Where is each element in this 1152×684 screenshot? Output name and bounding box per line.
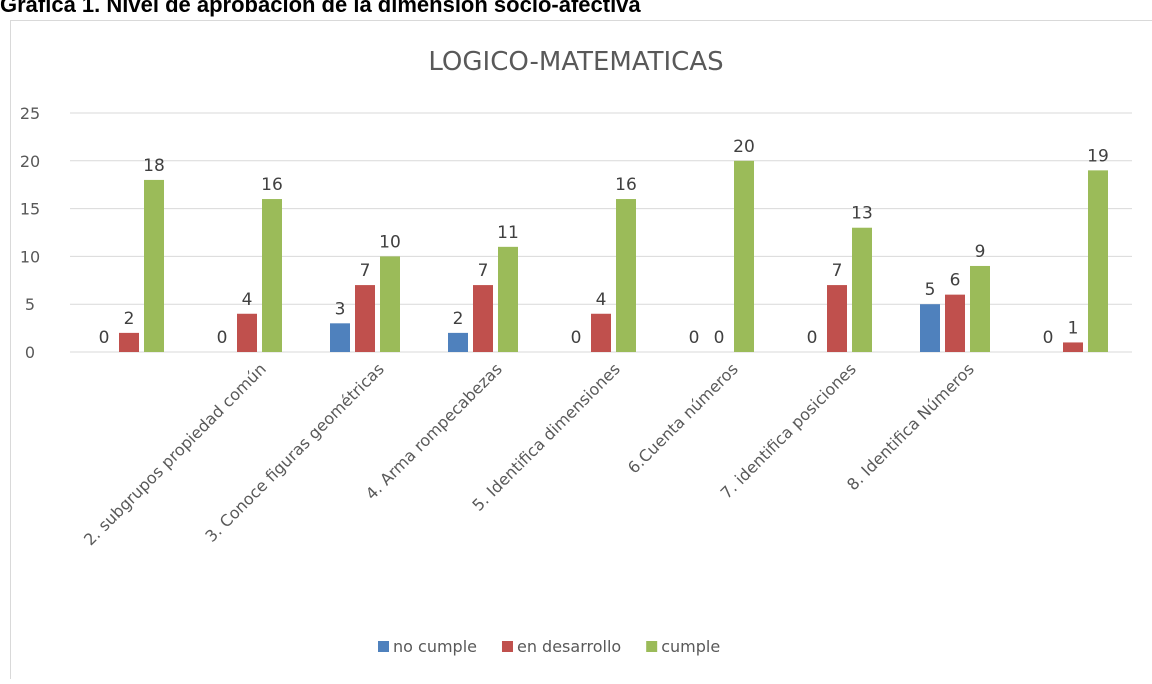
legend-label: no cumple	[393, 637, 477, 656]
data-label: 7	[832, 261, 843, 281]
bar	[945, 295, 965, 352]
data-label: 3	[335, 299, 346, 319]
data-label: 7	[478, 261, 489, 281]
bar	[734, 161, 754, 352]
chart-title: LOGICO-MATEMATICAS	[428, 47, 723, 77]
data-label: 4	[596, 290, 607, 310]
bar	[380, 256, 400, 352]
bar	[852, 228, 872, 352]
legend-label: en desarrollo	[517, 637, 621, 656]
x-tick-label: 6.Cuenta números	[624, 359, 742, 477]
data-label: 0	[1043, 328, 1054, 348]
bar	[616, 199, 636, 352]
data-label: 13	[851, 204, 873, 224]
bar	[498, 247, 518, 352]
data-label: 16	[615, 175, 637, 195]
data-label: 0	[571, 328, 582, 348]
data-label: 19	[1087, 146, 1109, 166]
bar	[119, 333, 139, 352]
data-label: 1	[1068, 318, 1079, 338]
legend-swatch	[646, 641, 657, 652]
data-label: 0	[217, 328, 228, 348]
bar	[330, 323, 350, 352]
y-tick-label: 5	[25, 295, 35, 314]
x-tick-label: 4. Arma rompecabezas	[362, 359, 506, 503]
bar	[473, 285, 493, 352]
data-label: 4	[242, 290, 253, 310]
y-tick-label: 25	[20, 104, 40, 123]
bar	[448, 333, 468, 352]
data-label: 16	[261, 175, 283, 195]
x-tick-label: 8. Identifica Números	[843, 359, 978, 494]
bar	[920, 304, 940, 352]
data-label: 2	[453, 309, 464, 329]
bar	[970, 266, 990, 352]
legend-swatch	[502, 641, 513, 652]
y-tick-label: 15	[20, 200, 40, 219]
y-tick-label: 10	[20, 247, 40, 266]
bar	[262, 199, 282, 352]
data-label: 5	[925, 280, 936, 300]
data-label: 7	[360, 261, 371, 281]
data-label: 18	[143, 156, 165, 176]
data-label: 20	[733, 137, 755, 157]
heading: Gráfica 1. Nivel de aprobación de la dim…	[0, 0, 641, 17]
data-label: 0	[714, 328, 725, 348]
y-tick-label: 20	[20, 152, 40, 171]
x-tick-label: 2. subgrupos propiedad común	[80, 359, 270, 549]
bar	[1088, 170, 1108, 352]
y-tick-label: 0	[25, 343, 35, 362]
data-label: 0	[807, 328, 818, 348]
data-label: 6	[950, 271, 961, 291]
data-label: 11	[497, 223, 519, 243]
bar	[827, 285, 847, 352]
bar	[237, 314, 257, 352]
bar	[1063, 342, 1083, 352]
legend-swatch	[378, 641, 389, 652]
data-label: 0	[99, 328, 110, 348]
data-label: 10	[379, 232, 401, 252]
x-tick-label: 7. identifica posiciones	[717, 359, 860, 502]
bar	[144, 180, 164, 352]
data-label: 2	[124, 309, 135, 329]
legend-label: cumple	[661, 637, 720, 656]
data-label: 0	[689, 328, 700, 348]
bar	[591, 314, 611, 352]
bar	[355, 285, 375, 352]
data-label: 9	[975, 242, 986, 262]
